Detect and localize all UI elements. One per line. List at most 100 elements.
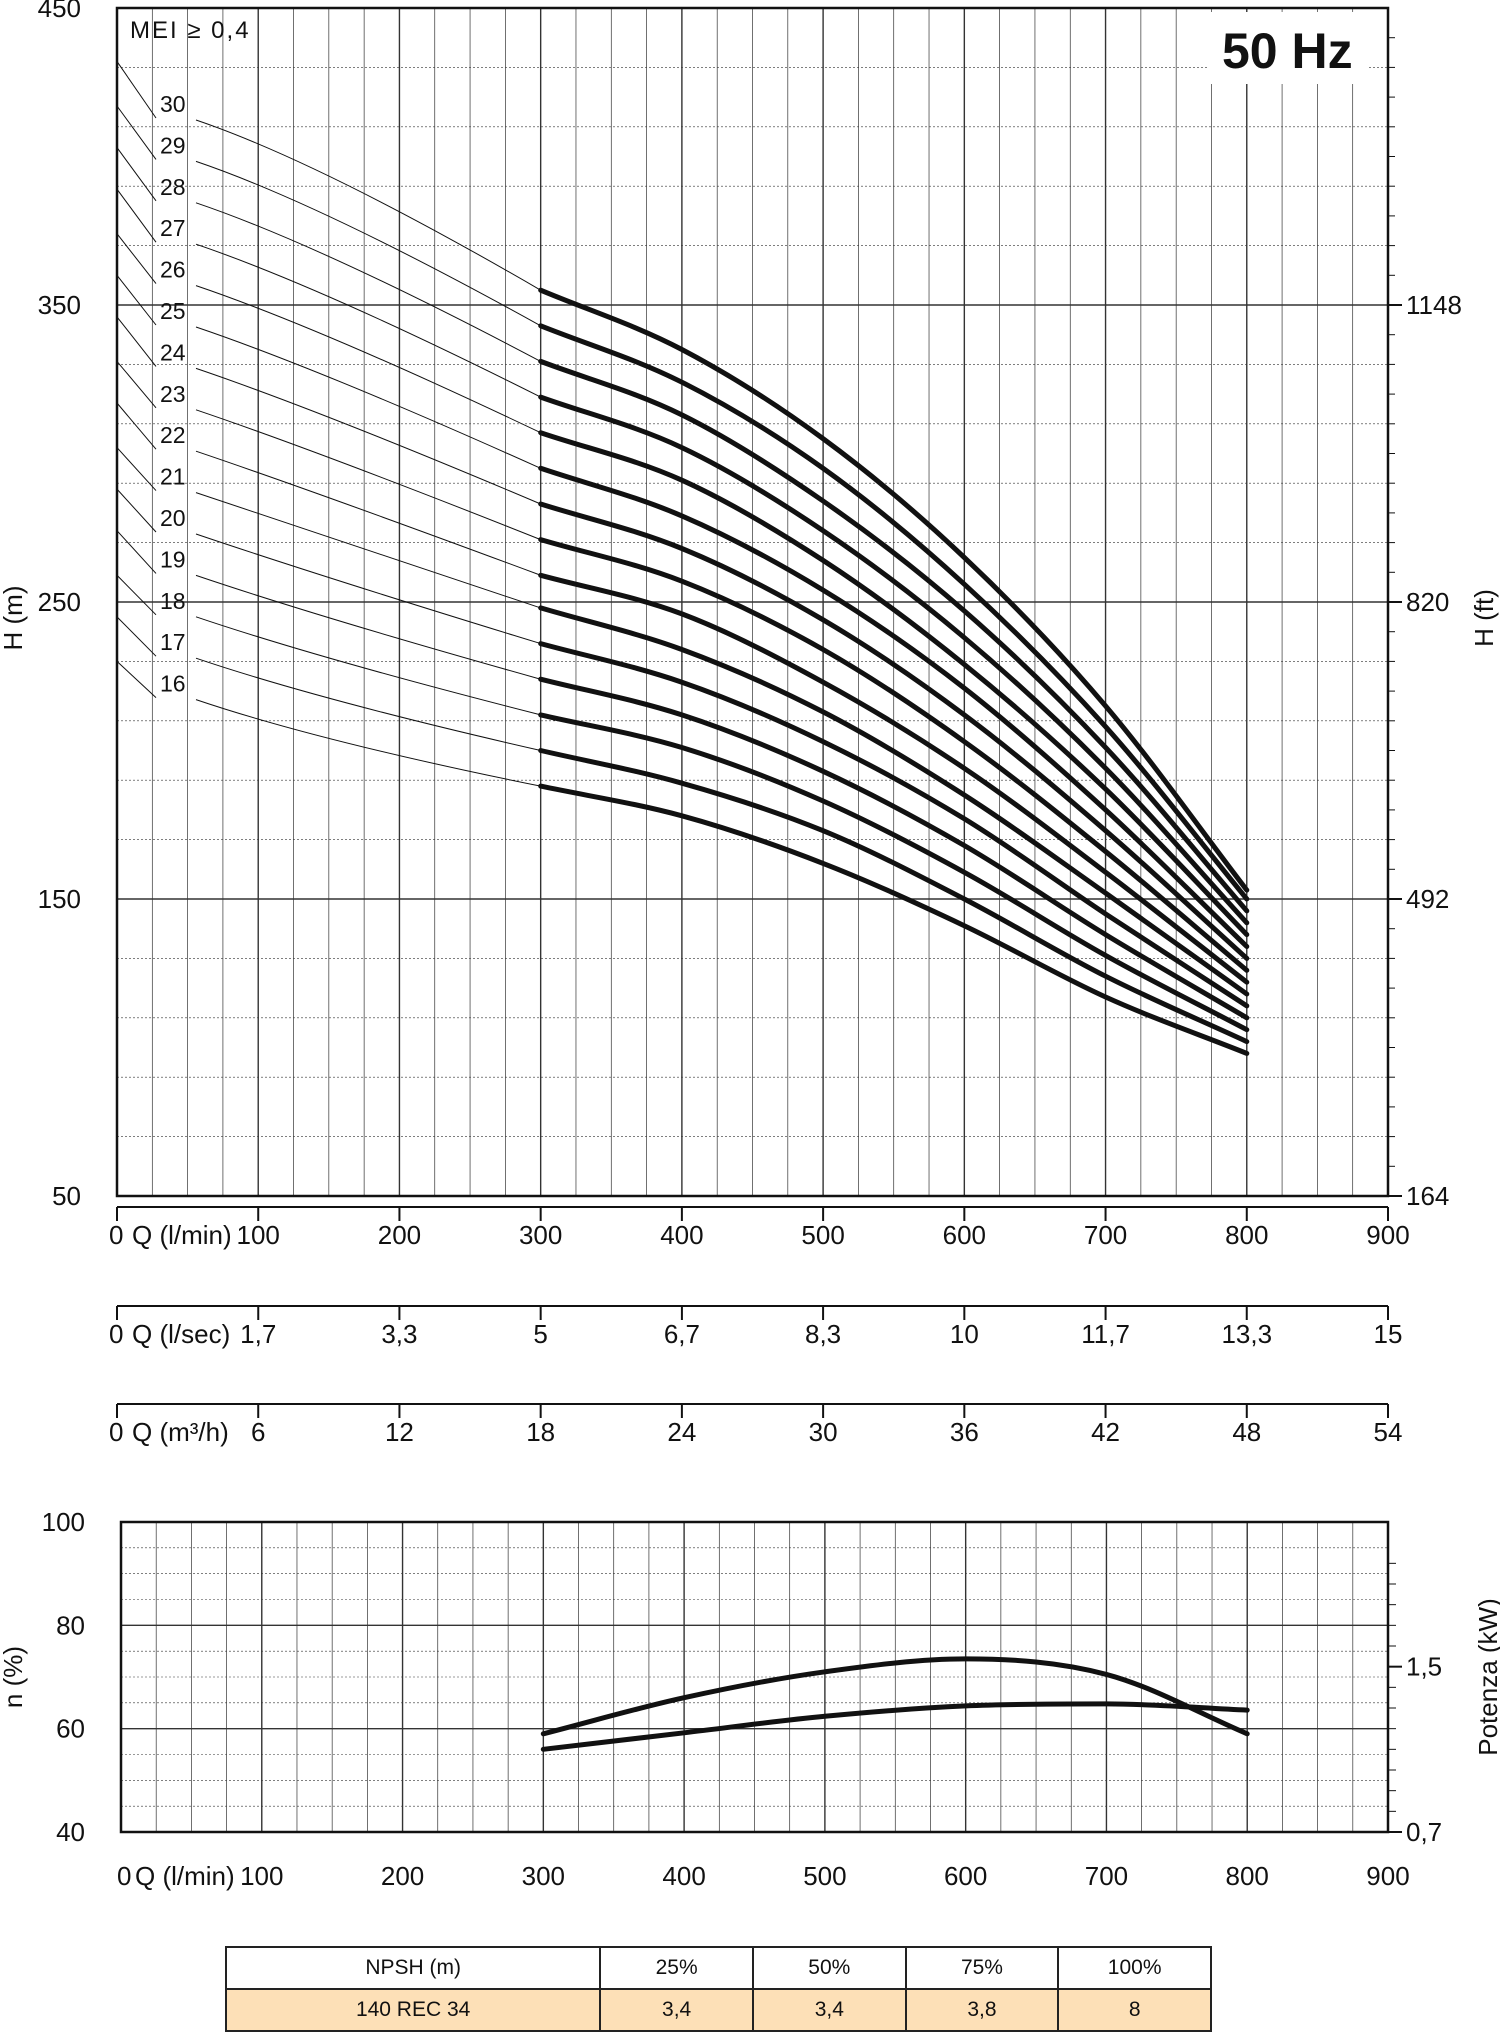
leader-line-right: [195, 367, 541, 505]
npsh-value-row: 140 REC 34 3,4 3,4 3,8 8: [224, 1988, 1212, 2032]
npsh-value-cell: 3,4: [599, 1988, 754, 2032]
efficiency-curve: [540, 1656, 1250, 1737]
leader-line-left: [116, 188, 157, 243]
power-curve: [540, 1701, 1250, 1752]
efficiency-ytick-label: 80: [56, 1610, 85, 1640]
flow-scale-zero: 0: [109, 1417, 123, 1447]
leader-line-right: [195, 160, 541, 327]
efficiency-xtick-zero: 0: [117, 1861, 131, 1891]
flow-scale-tick-label: 100: [237, 1220, 280, 1250]
flow-scale-tick-label: 12: [385, 1417, 414, 1447]
leader-line-right: [195, 285, 541, 434]
flow-scale-tick-label: 1,7: [240, 1319, 276, 1349]
head-curve-19: [538, 676, 1250, 1021]
flow-scale-tick-label: 30: [809, 1417, 838, 1447]
efficiency-curves: [540, 1656, 1250, 1752]
leader-line-right: [195, 409, 541, 541]
curve-label-30: 30: [160, 91, 186, 117]
leader-line-left: [116, 402, 157, 450]
leader-line-left: [116, 147, 157, 202]
curve-label-19: 19: [160, 546, 186, 572]
flow-scale-tick-label: 15: [1374, 1319, 1403, 1349]
head-chart-axes: 50 150 250 350 450 164 492 820 1148: [38, 0, 1462, 1211]
power-ytick-label: 0,7: [1406, 1817, 1442, 1847]
flow-scale-tick-label: 400: [660, 1220, 703, 1250]
efficiency-chart-grid: [121, 1522, 1388, 1832]
flow-scale-tick-label: 800: [1225, 1220, 1268, 1250]
flow-scale-name: Q (m³/h): [132, 1417, 229, 1447]
npsh-header-cell: 25%: [599, 1946, 754, 1990]
npsh-header-cell: 75%: [904, 1946, 1060, 1990]
flow-scale-tick-label: 54: [1374, 1417, 1403, 1447]
ft-ytick-label: 164: [1406, 1181, 1449, 1211]
flow-scale-tick-label: 11,7: [1081, 1319, 1130, 1349]
frequency-badge: 50 Hz: [1222, 23, 1353, 79]
leader-line-left: [116, 530, 157, 574]
head-curve-23: [538, 537, 1250, 973]
npsh-value-cell: 8: [1057, 1988, 1212, 2032]
leader-line-left: [116, 233, 157, 284]
head-ytick-label: 450: [38, 0, 81, 23]
efficiency-x-name: Q (l/min): [135, 1861, 235, 1891]
head-curve-29: [538, 323, 1250, 902]
flow-scale-tick-label: 900: [1366, 1220, 1409, 1250]
leader-line-left: [116, 274, 157, 326]
flow-scale-tick-label: 200: [378, 1220, 421, 1250]
head-curve-17: [538, 748, 1250, 1045]
leader-line-right: [195, 657, 541, 751]
npsh-table: NPSH (m) 25% 50% 75% 100% 140 REC 34 3,4…: [224, 1946, 1212, 2032]
leader-line-right: [195, 243, 541, 398]
leader-line-right: [195, 492, 541, 609]
head-curves: 30 29 28 27 26 25 24 23 22 21 20 19 18 17 16: [116, 61, 1250, 1056]
head-ylabel-right: H (ft): [1469, 589, 1499, 647]
flow-scale-tick-label: 5: [533, 1319, 547, 1349]
head-ytick-label: 250: [38, 587, 81, 617]
leader-line-left: [116, 105, 157, 160]
leader-line-right: [195, 699, 541, 787]
flow-scale-name: Q (l/min): [132, 1220, 232, 1250]
head-curve-27: [538, 394, 1250, 926]
leader-line-right: [195, 450, 541, 576]
curve-label-28: 28: [160, 174, 186, 200]
curve-label-24: 24: [160, 339, 186, 365]
efficiency-xtick-label: 500: [803, 1861, 846, 1891]
npsh-value-cell: 3,4: [751, 1988, 907, 2032]
efficiency-xtick-label: 600: [944, 1861, 987, 1891]
flow-scale-tick-label: 13,3: [1221, 1319, 1272, 1349]
leader-line-left: [116, 661, 157, 698]
efficiency-ytick-label: 40: [56, 1817, 85, 1847]
efficiency-xtick-label: 900: [1366, 1861, 1409, 1891]
leader-line-left: [116, 361, 157, 409]
flow-scale-tick-label: 42: [1091, 1417, 1120, 1447]
head-curve-20: [538, 641, 1250, 1009]
flow-scale-tick-label: 24: [667, 1417, 696, 1447]
leader-line-right: [195, 202, 541, 362]
leader-line-right: [195, 616, 541, 716]
curve-label-17: 17: [160, 629, 186, 655]
flow-scale-tick-label: 48: [1232, 1417, 1261, 1447]
curve-label-21: 21: [160, 464, 186, 490]
efficiency-xtick-label: 800: [1226, 1861, 1269, 1891]
head-ytick-label: 150: [38, 884, 81, 914]
flow-scale-name: Q (l/sec): [132, 1319, 230, 1349]
leader-line-right: [195, 533, 541, 645]
leader-line-left: [116, 616, 157, 657]
head-ytick-label: 350: [38, 290, 81, 320]
mei-label: MEI ≥ 0,4: [130, 17, 251, 44]
npsh-header-cell: 100%: [1057, 1946, 1212, 1990]
head-curve-30: [538, 287, 1250, 893]
curve-label-29: 29: [160, 132, 186, 158]
curve-label-20: 20: [160, 505, 186, 531]
ft-ytick-label: 492: [1406, 884, 1449, 914]
curve-label-18: 18: [160, 588, 186, 614]
head-chart-grid: [117, 8, 1388, 1196]
npsh-header-cell: NPSH (m): [224, 1946, 602, 1990]
leader-line-left: [116, 61, 157, 119]
head-curve-24: [538, 501, 1250, 961]
head-curve-18: [538, 712, 1250, 1033]
frequency-badge-bg: [1208, 12, 1368, 84]
flow-scale-tick-label: 6,7: [664, 1319, 700, 1349]
curve-label-25: 25: [160, 298, 186, 324]
flow-scale-tick-label: 10: [950, 1319, 979, 1349]
efficiency-ytick-label: 60: [56, 1714, 85, 1744]
